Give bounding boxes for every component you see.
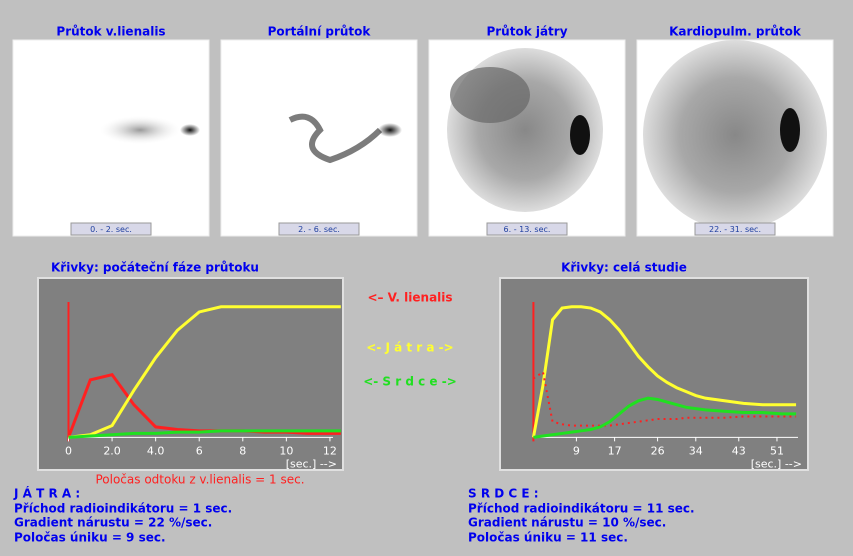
page: J Á T R A : Příchod radioindikátoru = 1 … xyxy=(0,0,853,556)
x-tick-label: 8 xyxy=(239,444,246,457)
result-line: Poločas úniku = 9 sec. xyxy=(14,531,166,545)
scan-blob xyxy=(450,67,530,123)
legend-label: <- S r d c e -> xyxy=(363,375,457,389)
x-tick-label: 6 xyxy=(196,444,203,457)
x-tick-label: 26 xyxy=(651,444,665,457)
result-title: S R D C E : xyxy=(468,487,539,501)
chart-title: Křivky: celá studie xyxy=(561,261,687,275)
x-axis-label: [sec.] --> xyxy=(751,457,802,470)
x-tick-label: 17 xyxy=(608,444,622,457)
scan-blob xyxy=(100,116,180,144)
x-tick-label: 2.0 xyxy=(103,444,121,457)
result-line: Gradient nárustu = 22 %/sec. xyxy=(14,516,212,530)
scan-blob xyxy=(180,124,200,136)
time-label: 6. - 13. sec. xyxy=(504,225,551,234)
x-tick-label: 10 xyxy=(279,444,293,457)
scan-blob xyxy=(780,108,800,152)
time-label: 22. - 31. sec. xyxy=(709,225,761,234)
x-tick-label: 4.0 xyxy=(147,444,165,457)
panel-title: Průtok v.lienalis xyxy=(56,25,165,39)
result-line: Příchod radioindikátoru = 11 sec. xyxy=(468,502,695,516)
panel-title: Kardiopulm. průtok xyxy=(669,25,802,39)
legend-label: <– V. lienalis xyxy=(367,291,452,305)
screen: J Á T R A : Příchod radioindikátoru = 1 … xyxy=(0,0,853,556)
time-label: 2. - 6. sec. xyxy=(298,225,340,234)
chart-note: Poločas odtoku z v.lienalis = 1 sec. xyxy=(95,473,304,487)
chart-title: Křivky: počáteční fáze průtoku xyxy=(51,261,259,275)
scan-blob xyxy=(378,123,402,137)
result-line: Gradient nárustu = 10 %/sec. xyxy=(468,516,666,530)
x-tick-label: 0 xyxy=(65,444,72,457)
scan-blob xyxy=(570,115,590,155)
x-tick-label: 12 xyxy=(323,444,337,457)
panel-title: Průtok játry xyxy=(486,25,567,39)
legend-label: <- J á t r a -> xyxy=(366,341,453,355)
x-tick-label: 51 xyxy=(770,444,784,457)
panel-title: Portální průtok xyxy=(268,25,372,39)
scan-image xyxy=(221,40,417,236)
result-line: Poločas úniku = 11 sec. xyxy=(468,531,628,545)
x-tick-label: 9 xyxy=(573,444,580,457)
x-axis-label: [sec.] --> xyxy=(286,457,337,470)
result-line: Příchod radioindikátoru = 1 sec. xyxy=(14,502,232,516)
x-tick-label: 34 xyxy=(689,444,703,457)
x-tick-label: 43 xyxy=(732,444,746,457)
time-label: 0. - 2. sec. xyxy=(90,225,132,234)
result-title: J Á T R A : xyxy=(13,486,80,501)
